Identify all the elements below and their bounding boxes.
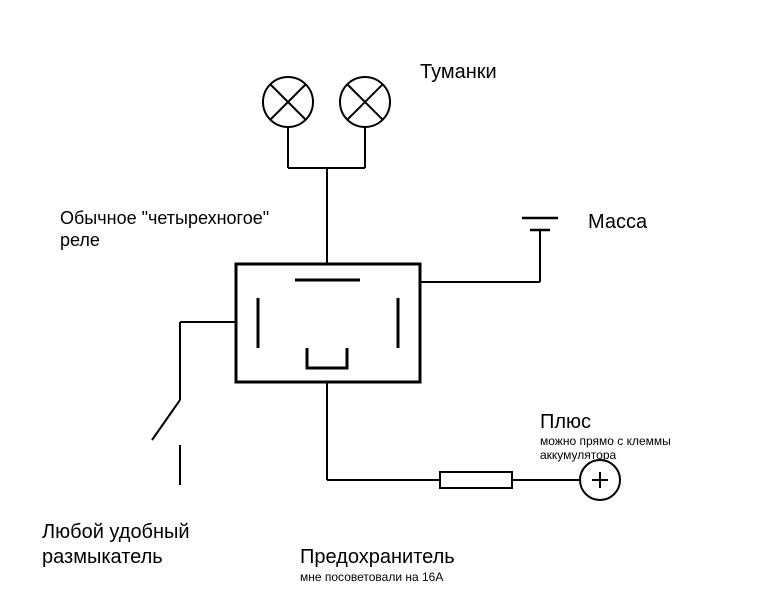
- label-plus: Плюс: [540, 410, 591, 434]
- label-relay-1: Обычное "четырехногое": [60, 208, 269, 230]
- label-switch-2: размыкатель: [42, 545, 163, 569]
- label-plus-sub1: можно прямо с клеммы: [540, 434, 671, 448]
- relay-box: [236, 264, 420, 382]
- label-fog-lights: Туманки: [420, 60, 497, 84]
- switch-open: [152, 400, 180, 440]
- label-switch-1: Любой удобный: [42, 520, 190, 544]
- label-fuse-sub: мне посоветовали на 16А: [300, 570, 443, 584]
- label-relay-2: реле: [60, 230, 100, 252]
- label-ground: Масса: [588, 210, 647, 234]
- diagram-canvas: Туманки Обычное "четырехногое" реле Масс…: [0, 0, 768, 614]
- label-plus-sub2: аккумулятора: [540, 448, 616, 462]
- relay-bottom-contact: [307, 348, 347, 368]
- label-fuse: Предохранитель: [300, 545, 455, 569]
- fuse: [440, 472, 512, 488]
